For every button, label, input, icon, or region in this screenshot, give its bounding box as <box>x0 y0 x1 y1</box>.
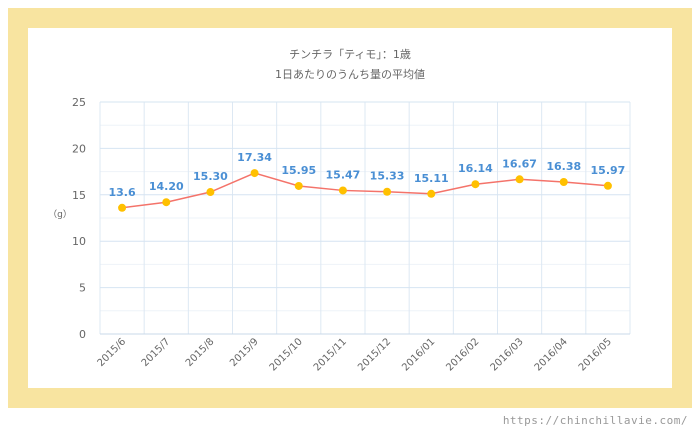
series-line <box>121 172 608 209</box>
chart-subtitle: 1日あたりのうんち量の平均値 <box>275 68 425 81</box>
data-point <box>427 189 436 198</box>
data-label: 16.14 <box>458 162 493 175</box>
data-point <box>250 169 259 178</box>
data-point <box>338 186 347 195</box>
x-tick-label: 2015/10 <box>268 336 305 373</box>
data-label: 15.97 <box>591 164 626 177</box>
y-axis-label: （g） <box>48 209 72 220</box>
data-label: 14.20 <box>149 180 184 193</box>
data-point <box>206 188 215 197</box>
data-point <box>162 198 171 207</box>
x-tick-label: 2016/05 <box>577 336 614 373</box>
data-label: 17.34 <box>237 151 272 164</box>
data-label: 15.95 <box>281 164 316 177</box>
x-tick-label: 2015/8 <box>184 336 217 369</box>
data-point <box>603 181 612 190</box>
data-point <box>118 203 127 212</box>
data-point <box>471 180 480 189</box>
data-label: 13.6 <box>109 186 136 199</box>
data-point <box>383 187 392 196</box>
data-label: 15.33 <box>370 170 405 183</box>
x-tick-label: 2015/6 <box>96 336 129 369</box>
x-tick-label: 2015/12 <box>356 336 393 373</box>
x-tick-label: 2016/04 <box>533 336 570 373</box>
x-tick-label: 2016/03 <box>489 336 526 373</box>
y-tick-label: 5 <box>79 282 86 295</box>
y-tick-label: 25 <box>72 96 86 109</box>
x-tick-label: 2016/01 <box>400 336 437 373</box>
x-tick-label: 2015/7 <box>140 336 173 369</box>
y-tick-label: 0 <box>79 328 86 341</box>
y-tick-label: 10 <box>72 235 86 248</box>
data-label: 15.30 <box>193 170 228 183</box>
data-label: 15.11 <box>414 172 449 185</box>
chart-frame <box>8 8 692 408</box>
watermark-url: https://chinchillavie.com/ <box>502 414 688 427</box>
x-tick-label: 2015/11 <box>312 336 349 373</box>
data-point <box>559 177 568 186</box>
data-point <box>294 181 303 190</box>
data-label: 16.67 <box>502 157 537 170</box>
data-point <box>515 175 524 184</box>
x-tick-label: 2016/02 <box>444 336 481 373</box>
chart-title: チンチラ「ティモ」：1歳 <box>289 48 411 61</box>
data-label: 16.38 <box>546 160 581 173</box>
y-tick-label: 20 <box>72 142 86 155</box>
x-tick-label: 2015/9 <box>228 336 261 369</box>
y-tick-label: 15 <box>72 189 86 202</box>
data-label: 15.47 <box>326 168 361 181</box>
